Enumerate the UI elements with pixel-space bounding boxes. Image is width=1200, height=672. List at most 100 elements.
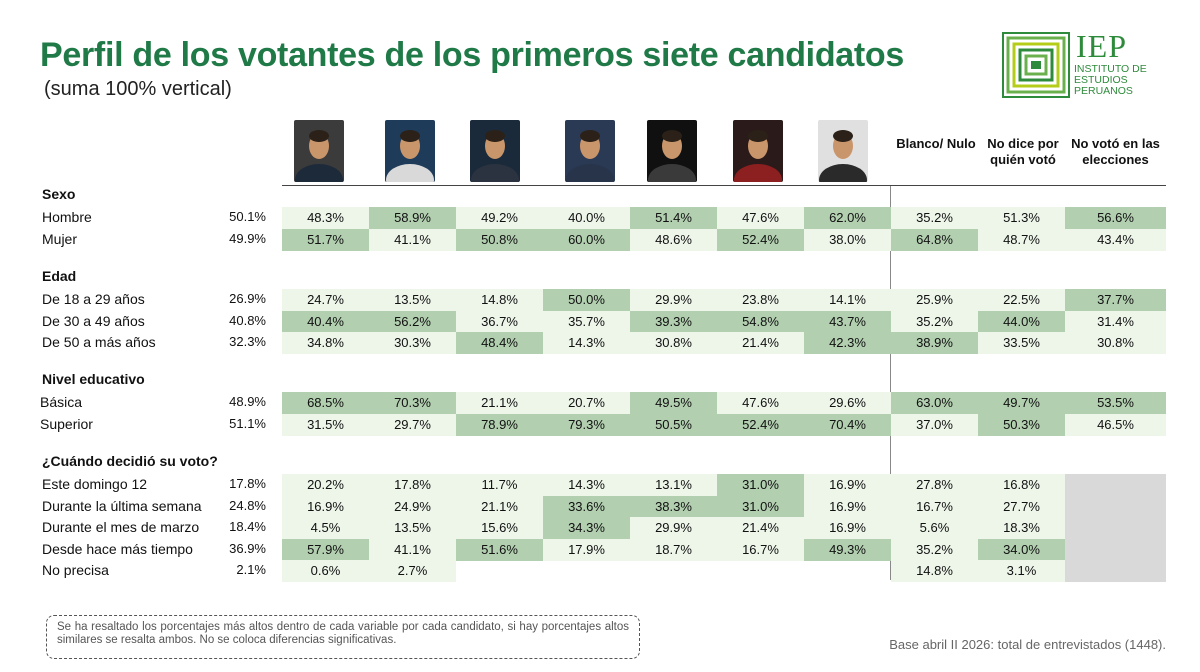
table-cell: 38.0% — [804, 228, 891, 251]
table-cell: 16.9% — [804, 474, 891, 496]
table-cell: 35.2% — [891, 538, 978, 561]
row-label: Superior — [40, 415, 93, 432]
table-cell: 46.5% — [1065, 413, 1166, 436]
row-total: 2.1% — [236, 562, 266, 577]
table-cell: 33.6% — [543, 495, 630, 518]
table-cell: 43.4% — [1065, 228, 1166, 251]
row-label: No precisa — [42, 562, 109, 578]
table-cell: 70.4% — [804, 413, 891, 436]
table-cell: 53.5% — [1065, 392, 1166, 414]
table-cell: 16.9% — [804, 495, 891, 518]
candidate-photo-7 — [818, 120, 868, 182]
table-cell: 47.6% — [717, 207, 804, 229]
row-total: 49.9% — [229, 230, 266, 246]
table-cell: 51.4% — [630, 207, 717, 229]
iep-logo: IEP INSTITUTO DE ESTUDIOS PERUANOS — [1002, 28, 1152, 100]
section-title: Edad — [42, 268, 77, 284]
col-header-no-dice: No dice por quién votó — [987, 136, 1059, 167]
logo-line-3: PERUANOS — [1074, 85, 1133, 97]
table-cell: 56.2% — [369, 310, 456, 333]
table-cell: 57.9% — [282, 538, 369, 561]
table-cell: 35.7% — [543, 310, 630, 333]
table-cell: 38.3% — [630, 495, 717, 518]
row-label: Desde hace más tiempo — [42, 540, 193, 557]
table-cell: 22.5% — [978, 289, 1065, 311]
table-cell: 31.0% — [717, 495, 804, 518]
table-cell: 49.7% — [978, 392, 1065, 414]
table-cell — [1065, 560, 1166, 582]
table-cell: 21.4% — [717, 332, 804, 354]
row-label: Durante la última semana — [42, 497, 202, 514]
table-cell: 4.5% — [282, 517, 369, 539]
table-cell: 20.7% — [543, 392, 630, 414]
row-label: De 30 a 49 años — [42, 312, 145, 329]
table-cell: 21.1% — [456, 392, 543, 414]
table-cell: 0.6% — [282, 560, 369, 582]
table-cell: 25.9% — [891, 289, 978, 311]
table-cell: 58.9% — [369, 207, 456, 229]
table-cell: 48.3% — [282, 207, 369, 229]
table-cell: 16.8% — [978, 474, 1065, 496]
row-total: 50.1% — [229, 209, 266, 224]
table-cell: 40.4% — [282, 310, 369, 333]
table-cell: 68.5% — [282, 392, 369, 414]
table-cell — [1065, 474, 1166, 496]
table-cell: 50.3% — [978, 413, 1065, 436]
candidate-photo-4 — [565, 120, 615, 182]
logo-line-2: ESTUDIOS — [1074, 74, 1128, 86]
table-cell: 63.0% — [891, 392, 978, 414]
table-cell: 31.4% — [1065, 310, 1166, 333]
table-cell: 50.5% — [630, 413, 717, 436]
table-cell: 17.8% — [369, 474, 456, 496]
table-cell: 23.8% — [717, 289, 804, 311]
table-cell: 42.3% — [804, 332, 891, 354]
table-cell: 18.3% — [978, 517, 1065, 539]
candidate-photo-2 — [385, 120, 435, 182]
column-divider — [890, 186, 891, 580]
table-cell: 37.0% — [891, 413, 978, 436]
table-cell: 43.7% — [804, 310, 891, 333]
table-cell: 60.0% — [543, 228, 630, 251]
row-label: Este domingo 12 — [42, 476, 148, 492]
table-cell: 38.9% — [891, 332, 978, 354]
table-cell: 16.9% — [804, 517, 891, 539]
row-total: 40.8% — [229, 312, 266, 328]
table-cell: 52.4% — [717, 413, 804, 436]
table-cell: 3.1% — [978, 560, 1065, 582]
table-cell: 54.8% — [717, 310, 804, 333]
table-cell: 35.2% — [891, 207, 978, 229]
table-cell: 40.0% — [543, 207, 630, 229]
table-cell: 33.5% — [978, 332, 1065, 354]
table-cell: 13.5% — [369, 289, 456, 311]
table-cell: 64.8% — [891, 228, 978, 251]
table-cell: 36.7% — [456, 310, 543, 333]
table-cell: 49.2% — [456, 207, 543, 229]
table-cell: 21.4% — [717, 517, 804, 539]
table-cell: 21.1% — [456, 495, 543, 518]
table-cell: 29.9% — [630, 289, 717, 311]
table-cell: 14.3% — [543, 332, 630, 354]
row-total: 24.8% — [229, 497, 266, 513]
table-cell: 18.7% — [630, 538, 717, 561]
page-title: Perfil de los votantes de los primeros s… — [40, 36, 904, 74]
section-title: Nivel educativo — [42, 371, 145, 387]
table-cell — [1065, 517, 1166, 539]
table-cell: 14.8% — [456, 289, 543, 311]
table-cell — [717, 560, 804, 582]
table-cell: 11.7% — [456, 474, 543, 496]
table-cell: 27.7% — [978, 495, 1065, 518]
table-cell: 14.8% — [891, 560, 978, 582]
footnote: Se ha resaltado los porcentajes más alto… — [46, 615, 640, 659]
logo-line-1: INSTITUTO DE — [1074, 63, 1147, 75]
table-cell: 20.2% — [282, 474, 369, 496]
table-cell: 41.1% — [369, 538, 456, 561]
table-cell: 13.5% — [369, 517, 456, 539]
candidate-photo-5 — [647, 120, 697, 182]
candidate-photo-6 — [733, 120, 783, 182]
table-cell — [456, 560, 543, 582]
table-cell: 48.4% — [456, 332, 543, 354]
row-total: 48.9% — [229, 394, 266, 409]
row-total: 18.4% — [229, 519, 266, 534]
base-note: Base abril II 2026: total de entrevistad… — [889, 637, 1166, 652]
page-subtitle: (suma 100% vertical) — [44, 78, 232, 100]
